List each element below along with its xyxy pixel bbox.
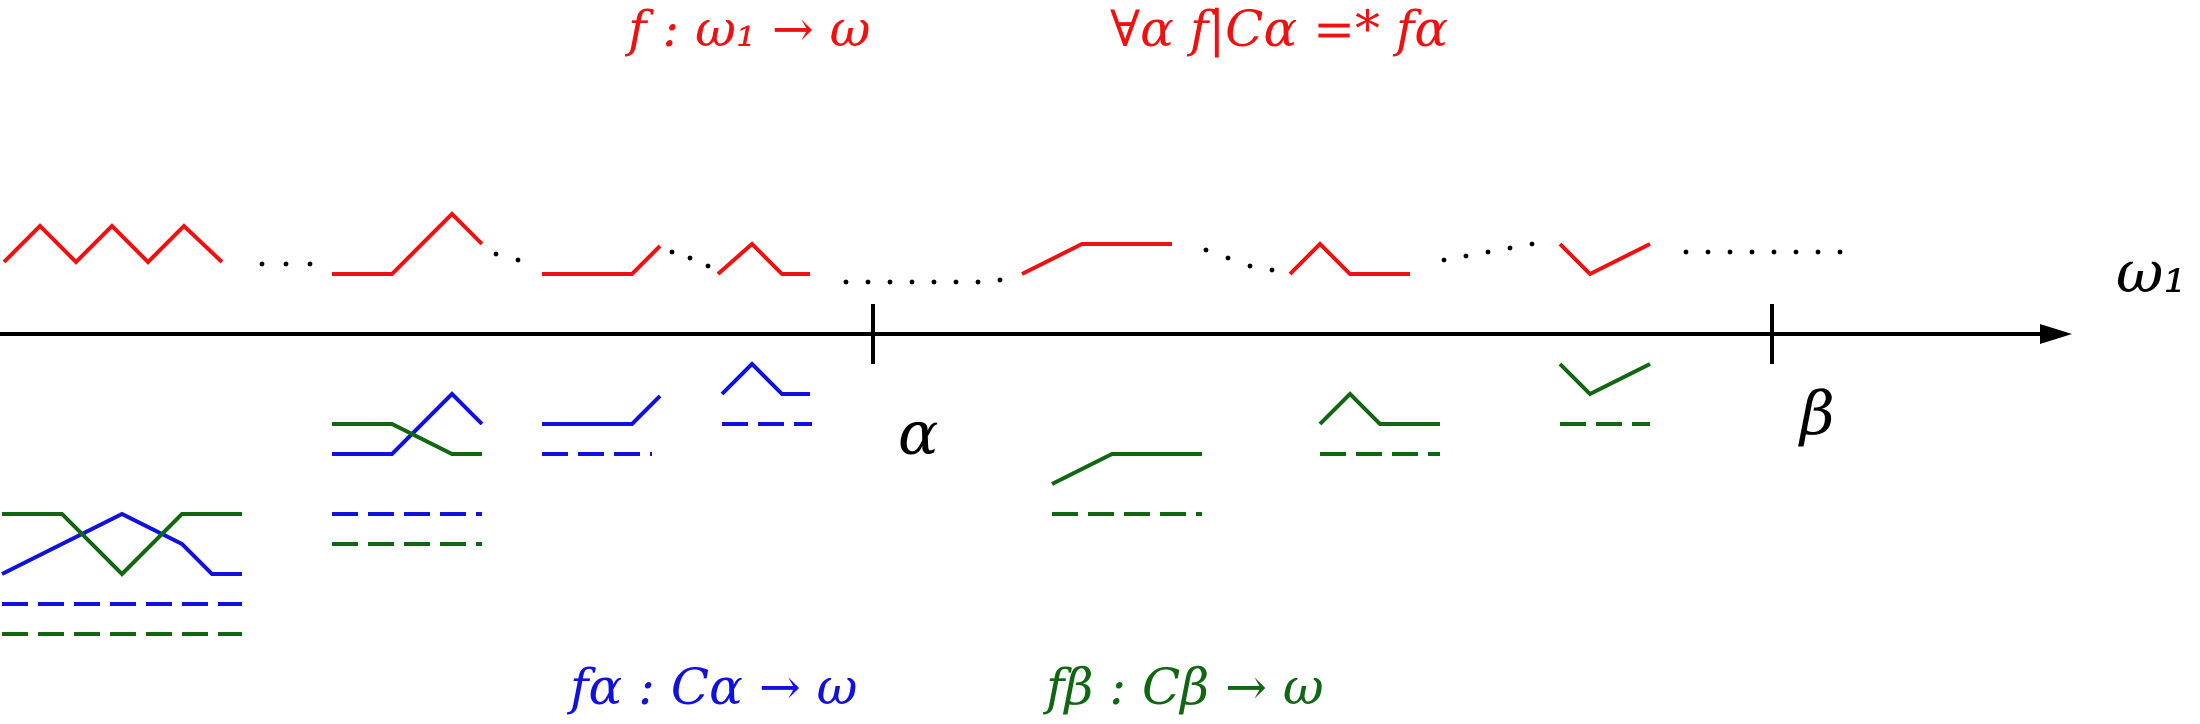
function-f-alpha-segments bbox=[1, 361, 812, 606]
f-alpha-piece-1 bbox=[1, 511, 242, 576]
f-beta-piece-4 bbox=[1318, 391, 1440, 426]
f-segment-1 bbox=[2, 223, 224, 265]
footer-beta-formula: fβ : Cβ → ω bbox=[1042, 658, 1324, 716]
f-alpha-piece-3 bbox=[542, 394, 662, 426]
tick-alpha-label: α bbox=[898, 399, 939, 469]
ellipsis-dots bbox=[259, 241, 1843, 285]
f-segment-6 bbox=[1288, 241, 1410, 276]
f-beta-piece-3 bbox=[1051, 452, 1202, 486]
f-alpha-piece-4 bbox=[720, 361, 810, 396]
header-left-formula: f : ω₁ → ω bbox=[624, 0, 870, 58]
function-f-segments bbox=[2, 211, 1651, 277]
f-segment-2 bbox=[332, 211, 484, 276]
f-segment-3 bbox=[542, 244, 662, 276]
f-segment-4 bbox=[716, 241, 810, 276]
f-beta-piece-1 bbox=[2, 512, 242, 577]
f-beta-piece-5 bbox=[1558, 362, 1651, 397]
axis-label: ω₁ bbox=[2116, 238, 2187, 306]
f-beta-piece-2 bbox=[332, 422, 482, 456]
axis-arrowhead bbox=[2040, 324, 2072, 344]
f-segment-5 bbox=[1021, 242, 1172, 276]
function-f-beta-segments bbox=[2, 362, 1651, 636]
f-alpha-piece-2 bbox=[332, 391, 484, 456]
footer-alpha-formula: fα : Cα → ω bbox=[566, 658, 857, 716]
tick-beta-label: β bbox=[1798, 379, 1835, 449]
header-right-formula: ∀α f|Cα =* fα bbox=[1110, 0, 1448, 58]
f-segment-7 bbox=[1558, 242, 1651, 277]
omega1-axis bbox=[0, 304, 2072, 364]
